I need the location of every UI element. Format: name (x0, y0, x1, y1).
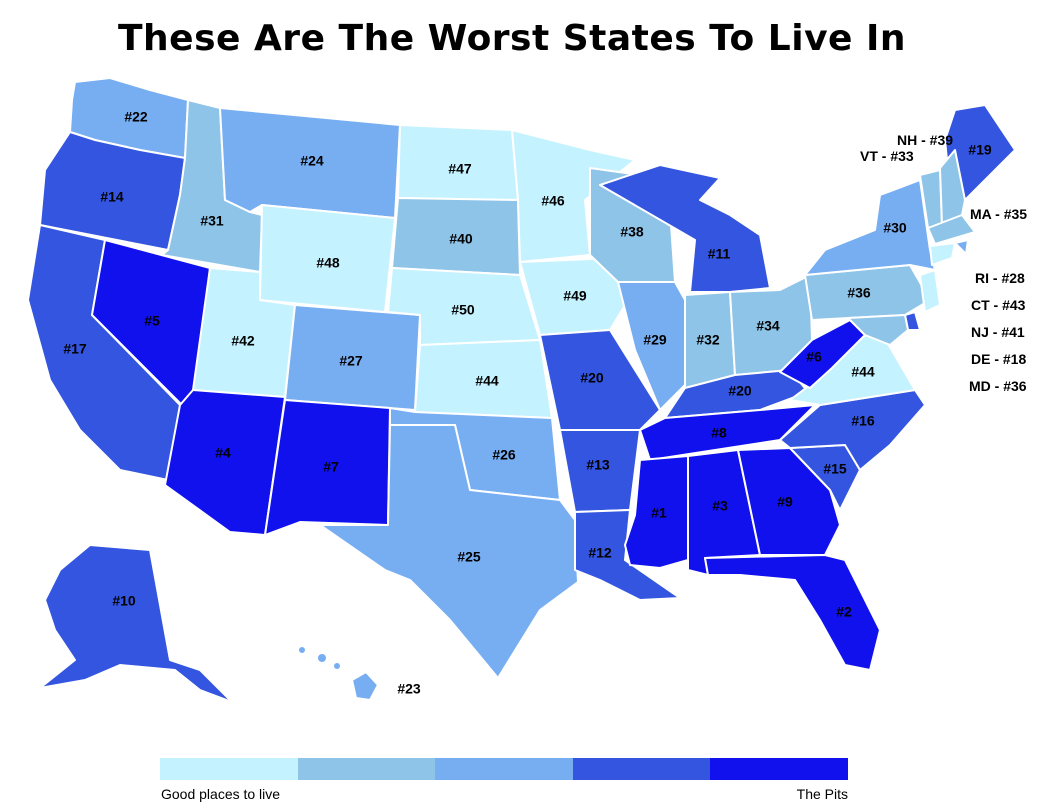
callout-de: DE - #18 (971, 351, 1026, 367)
rank-label-NY: #30 (883, 220, 907, 236)
rank-label-TX: #25 (457, 549, 481, 565)
rank-label-NE: #50 (451, 302, 475, 318)
rank-label-MS: #1 (651, 505, 667, 521)
rank-label-TN: #8 (711, 425, 727, 441)
state-CT (929, 242, 956, 266)
rank-label-UT: #42 (231, 333, 255, 349)
state-HI-isle (332, 661, 342, 671)
state-MO (539, 329, 661, 431)
state-MA (927, 214, 976, 245)
rank-label-VA: #44 (851, 364, 875, 380)
state-FL (704, 554, 881, 671)
callout-vt: VT - #33 (860, 148, 914, 164)
legend-swatch-1 (160, 758, 298, 780)
rank-label-IA: #49 (563, 288, 587, 304)
callout-ma: MA - #35 (970, 206, 1027, 222)
rank-label-AZ: #4 (215, 445, 231, 461)
callout-nj: NJ - #41 (971, 324, 1025, 340)
rank-label-OR: #14 (100, 189, 124, 205)
rank-label-MT: #24 (300, 153, 324, 169)
rank-label-AL: #3 (712, 498, 728, 514)
rank-label-NM: #7 (323, 459, 339, 475)
rank-label-LA: #12 (588, 545, 612, 561)
rank-label-IL: #29 (643, 332, 667, 348)
color-legend (160, 758, 848, 780)
state-AK (39, 544, 233, 703)
rank-label-CO: #27 (339, 353, 363, 369)
state-MD (847, 314, 909, 346)
state-NY (804, 179, 936, 276)
state-HI (351, 671, 379, 701)
rank-label-MO: #20 (580, 370, 604, 386)
rank-label-WI: #38 (620, 224, 644, 240)
rank-label-SC: #15 (823, 461, 847, 477)
state-HI-isle (297, 645, 307, 655)
callout-ct: CT - #43 (971, 297, 1026, 313)
rank-label-IN: #32 (696, 332, 720, 348)
state-AZ (164, 389, 286, 536)
rank-label-SD: #40 (449, 231, 473, 247)
state-NJ (919, 269, 941, 313)
rank-label-ID: #31 (200, 213, 224, 229)
callout-ri: RI - #28 (975, 270, 1025, 286)
state-HI-isle (316, 652, 328, 664)
rank-label-WV: #6 (806, 349, 822, 365)
callout-md: MD - #36 (969, 378, 1027, 394)
rank-label-AR: #13 (586, 457, 610, 473)
rank-label-OH: #34 (756, 318, 780, 334)
rank-label-MN: #46 (541, 193, 565, 209)
rank-label-MI: #11 (708, 246, 731, 262)
legend-swatch-3 (435, 758, 573, 780)
rank-label-AK: #10 (112, 593, 136, 609)
legend-swatch-2 (297, 758, 436, 780)
rank-label-OK: #26 (492, 447, 516, 463)
state-ME (944, 104, 1016, 201)
rank-label-NC: #16 (851, 413, 875, 429)
rank-label-GA: #9 (777, 494, 793, 510)
map-title: These Are The Worst States To Live In (117, 18, 907, 59)
rank-label-NV: #5 (144, 313, 160, 329)
legend-swatch-4 (572, 758, 711, 780)
rank-label-KY: #20 (728, 383, 752, 399)
rank-label-HI: #23 (397, 681, 421, 697)
state-RI (954, 239, 969, 255)
legend-swatch-5 (710, 758, 848, 780)
state-MI (599, 164, 771, 293)
rank-label-ND: #47 (448, 161, 472, 177)
rank-label-WA: #22 (124, 109, 148, 125)
rank-label-WY: #48 (316, 255, 340, 271)
rank-label-CA: #17 (63, 341, 87, 357)
state-LA (574, 509, 681, 601)
state-TX (319, 424, 579, 679)
callout-nh: NH - #39 (897, 132, 953, 148)
rank-label-ME: #19 (968, 142, 992, 158)
legend-low-label: Good places to live (161, 786, 281, 802)
state-NM (264, 399, 391, 536)
rank-label-KS: #44 (475, 373, 499, 389)
rank-label-PA: #36 (847, 285, 871, 301)
legend-high-label: The Pits (796, 786, 848, 802)
rank-label-FL: #2 (836, 604, 852, 620)
state-MN (511, 129, 636, 263)
state-NH (939, 149, 966, 226)
